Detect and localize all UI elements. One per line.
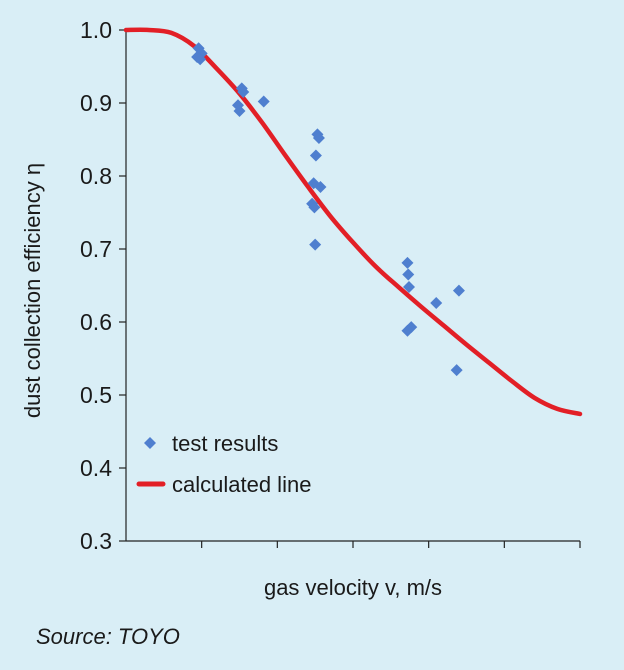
test-result-point <box>233 105 246 118</box>
test-result-point <box>401 324 414 337</box>
y-tick-label: 0.3 <box>80 528 112 554</box>
y-tick-label: 0.7 <box>80 236 112 262</box>
legend-label-test-results: test results <box>172 431 278 456</box>
test-result-point <box>312 132 325 145</box>
x-axis-title: gas velocity v, m/s <box>264 575 442 600</box>
legend-label-calculated-line: calculated line <box>172 472 311 497</box>
test-result-point <box>401 256 414 269</box>
y-tick-label: 0.8 <box>80 163 112 189</box>
test-result-point <box>452 284 465 297</box>
calculated-line <box>123 27 583 417</box>
test-result-point <box>402 268 415 281</box>
test-result-point <box>191 51 204 64</box>
y-tick-label: 0.5 <box>80 382 112 408</box>
y-tick-label: 0.6 <box>80 309 112 335</box>
test-result-point <box>430 297 443 310</box>
test-result-point <box>237 86 250 99</box>
test-result-point <box>314 180 327 193</box>
y-tick-label: 0.9 <box>80 90 112 116</box>
source-caption: Source: TOYO <box>36 624 180 649</box>
test-result-point <box>450 364 463 377</box>
legend-marker-test-results <box>144 437 156 449</box>
y-tick-label: 1.0 <box>80 17 112 43</box>
test-result-point <box>402 280 415 293</box>
y-tick-label: 0.4 <box>80 455 112 481</box>
test-result-point <box>309 238 322 251</box>
test-result-point <box>309 149 322 162</box>
test-result-point <box>257 95 270 108</box>
test-result-point <box>308 201 321 214</box>
y-axis-title: dust collection efficiency η <box>20 163 45 418</box>
